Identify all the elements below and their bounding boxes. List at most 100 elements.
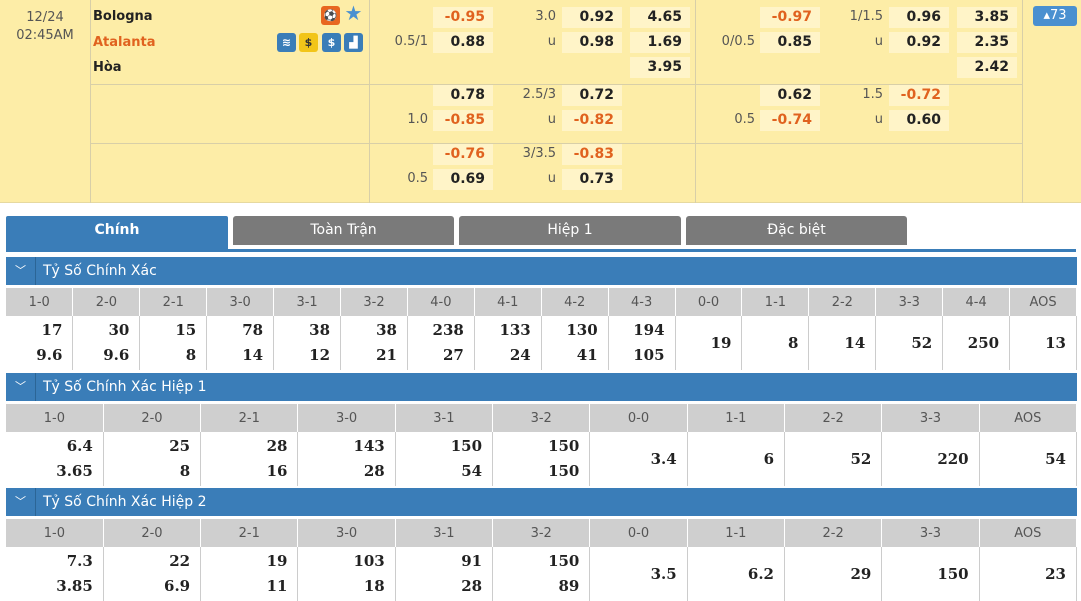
chevron-down-icon[interactable]: ﹀ xyxy=(6,257,36,285)
odds-handicap-home[interactable]: 0.62 xyxy=(760,85,820,106)
score-odds[interactable]: 6.2 xyxy=(747,564,774,583)
score-odds[interactable]: 150 xyxy=(548,462,580,480)
score-odds-cell[interactable]: 3.5 xyxy=(589,547,688,601)
score-odds-cell[interactable]: 30 9.6 xyxy=(72,316,141,370)
odds-1x2-draw[interactable]: 2.42 xyxy=(957,57,1017,78)
tab-toan-tran[interactable]: Toàn Trận xyxy=(233,216,454,245)
score-odds[interactable]: 21 xyxy=(376,346,397,364)
score-odds-cell[interactable]: 150 54 xyxy=(395,432,494,486)
score-odds-cell[interactable]: 17 9.6 xyxy=(6,316,74,370)
score-odds-cell[interactable]: 133 24 xyxy=(474,316,542,370)
score-odds[interactable]: 238 xyxy=(432,321,464,339)
score-odds-cell[interactable]: 19 xyxy=(675,316,743,370)
score-odds[interactable]: 9.6 xyxy=(36,346,63,364)
score-odds[interactable]: 18 xyxy=(363,577,385,595)
score-odds[interactable]: 3.85 xyxy=(56,577,93,595)
dollar-icon[interactable]: $ xyxy=(322,33,341,52)
score-odds[interactable]: 22 xyxy=(169,552,191,570)
score-odds[interactable]: 29 xyxy=(850,564,872,583)
chart-icon[interactable]: ▟ xyxy=(344,33,363,52)
score-odds-cell[interactable]: 28 16 xyxy=(200,432,299,486)
odds-1x2-home[interactable]: 3.85 xyxy=(957,7,1017,28)
odds-1x2-away[interactable]: 2.35 xyxy=(957,32,1017,53)
score-odds[interactable]: 8 xyxy=(185,346,197,364)
score-odds-cell[interactable]: 78 14 xyxy=(206,316,275,370)
score-odds-cell[interactable]: 52 xyxy=(784,432,883,486)
score-odds[interactable]: 52 xyxy=(850,449,872,468)
odds-handicap-away[interactable]: -0.85 xyxy=(433,110,493,131)
section-header[interactable]: ﹀ Tỷ Số Chính Xác Hiệp 1 xyxy=(6,373,1077,401)
score-odds[interactable]: 150 xyxy=(450,437,483,455)
score-odds[interactable]: 30 xyxy=(108,321,130,339)
score-odds[interactable]: 7.3 xyxy=(66,552,93,570)
score-odds[interactable]: 91 xyxy=(461,552,483,570)
chevron-down-icon[interactable]: ﹀ xyxy=(6,373,36,401)
tab-hiep-1[interactable]: Hiệp 1 xyxy=(459,216,681,245)
favorite-star-icon[interactable]: ★ xyxy=(344,1,363,25)
score-odds[interactable]: 27 xyxy=(442,346,464,364)
score-odds[interactable]: 78 xyxy=(242,321,264,339)
score-odds[interactable]: 24 xyxy=(509,346,531,364)
odds-handicap-home[interactable]: -0.95 xyxy=(433,7,493,28)
score-odds[interactable]: 105 xyxy=(633,346,665,364)
score-odds[interactable]: 8 xyxy=(787,333,799,352)
odds-1x2-draw[interactable]: 3.95 xyxy=(630,57,690,78)
score-odds-cell[interactable]: 150 xyxy=(881,547,980,601)
score-odds[interactable]: 28 xyxy=(266,437,288,455)
score-odds[interactable]: 13 xyxy=(1045,333,1066,352)
score-odds[interactable]: 133 xyxy=(499,321,531,339)
odds-over[interactable]: -0.83 xyxy=(562,144,622,165)
score-odds-cell[interactable]: 6.4 3.65 xyxy=(6,432,104,486)
more-markets-button[interactable]: ▴73 xyxy=(1033,6,1077,26)
score-odds[interactable]: 3.65 xyxy=(56,462,93,480)
score-odds[interactable]: 11 xyxy=(266,577,288,595)
score-odds[interactable]: 89 xyxy=(558,577,580,595)
coin-icon[interactable]: $ xyxy=(299,33,318,52)
odds-under[interactable]: 0.73 xyxy=(562,169,622,190)
score-odds-cell[interactable]: 54 xyxy=(979,432,1078,486)
score-odds[interactable]: 103 xyxy=(353,552,385,570)
score-odds[interactable]: 12 xyxy=(309,346,331,364)
stats-icon[interactable]: ≋ xyxy=(277,33,296,52)
score-odds-cell[interactable]: 6 xyxy=(687,432,786,486)
odds-over[interactable]: 0.72 xyxy=(562,85,622,106)
score-odds[interactable]: 250 xyxy=(967,333,1000,352)
score-odds[interactable]: 130 xyxy=(566,321,598,339)
score-odds[interactable]: 150 xyxy=(937,564,969,583)
score-odds-cell[interactable]: 15 8 xyxy=(139,316,208,370)
score-odds[interactable]: 150 xyxy=(548,437,580,455)
score-odds[interactable]: 8 xyxy=(179,462,191,480)
score-odds[interactable]: 25 xyxy=(169,437,191,455)
tab-chinh[interactable]: Chính xyxy=(6,216,228,251)
score-odds-cell[interactable]: 23 xyxy=(979,547,1078,601)
section-header[interactable]: ﹀ Tỷ Số Chính Xác xyxy=(6,257,1077,285)
score-odds[interactable]: 52 xyxy=(911,333,933,352)
score-odds-cell[interactable]: 150 89 xyxy=(492,547,591,601)
score-odds[interactable]: 14 xyxy=(844,333,866,352)
score-odds[interactable]: 143 xyxy=(353,437,385,455)
score-odds-cell[interactable]: 22 6.9 xyxy=(103,547,202,601)
score-odds[interactable]: 28 xyxy=(461,577,483,595)
score-odds-cell[interactable]: 194 105 xyxy=(608,316,676,370)
score-odds[interactable]: 15 xyxy=(175,321,197,339)
score-odds[interactable]: 3.5 xyxy=(650,564,677,583)
chevron-down-icon[interactable]: ﹀ xyxy=(6,488,36,516)
score-odds[interactable]: 23 xyxy=(1045,564,1066,583)
score-odds-cell[interactable]: 103 18 xyxy=(297,547,396,601)
score-odds-cell[interactable]: 8 xyxy=(741,316,810,370)
score-odds[interactable]: 19 xyxy=(710,333,732,352)
score-odds[interactable]: 150 xyxy=(548,552,580,570)
odds-handicap-away[interactable]: 0.88 xyxy=(433,32,493,53)
odds-over[interactable]: -0.72 xyxy=(889,85,949,106)
score-odds[interactable]: 194 xyxy=(633,321,665,339)
score-odds[interactable]: 6.9 xyxy=(164,577,191,595)
score-odds-cell[interactable]: 6.2 xyxy=(687,547,786,601)
score-odds[interactable]: 3.4 xyxy=(650,449,677,468)
odds-handicap-home[interactable]: -0.76 xyxy=(433,144,493,165)
score-odds-cell[interactable]: 250 xyxy=(942,316,1011,370)
score-odds[interactable]: 28 xyxy=(363,462,385,480)
score-odds[interactable]: 38 xyxy=(376,321,397,339)
odds-over[interactable]: 0.96 xyxy=(889,7,949,28)
score-odds-cell[interactable]: 238 27 xyxy=(407,316,475,370)
score-odds[interactable]: 41 xyxy=(576,346,598,364)
